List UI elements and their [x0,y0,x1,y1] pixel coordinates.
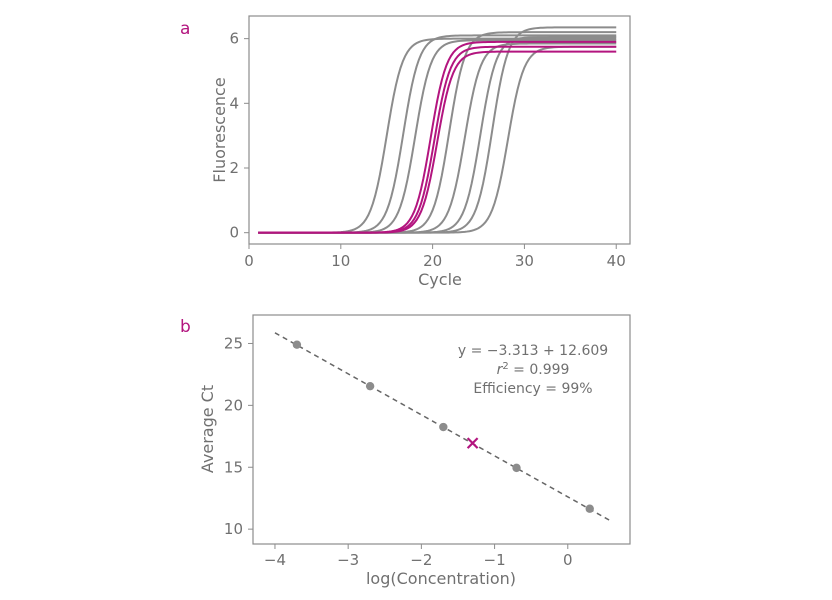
panel-a-y-axis-label: Fluorescence [210,77,229,182]
panel-a-y-tick-label-1: 2 [229,159,239,177]
panel-a-x-tick-label-0: 0 [244,252,254,270]
panel-b-x-tick-label-1: −3 [337,551,359,569]
panel-a-y-ticks: 0 2 4 6 [229,30,249,242]
panel-a-letter: a [180,19,190,39]
panel-a-y-tick-label-0: 0 [229,224,239,242]
panel-a-x-ticks: 0 10 20 30 40 [244,244,626,270]
panel-b-y-tick-label-0: 10 [224,520,243,538]
panel-b-annotation-efficiency: Efficiency = 99% [473,381,592,397]
panel-b-frame [252,314,631,545]
panel-b-y-tick-label-1: 15 [224,458,243,476]
panel-b-points [292,340,594,513]
panel-a-x-axis-label: Cycle [418,270,462,289]
panel-a-frame [248,15,631,245]
panel-b-letter: b [180,317,191,337]
panel-b-x-tick-label-4: 0 [563,551,573,569]
standard-point-4 [512,463,521,473]
amplification-curve-10 [258,26,617,234]
panel-b-x-tick-label-3: −1 [484,551,506,569]
panel-a: a 0 10 20 30 40 0 2 4 6 Cycle Fluorescence [180,15,631,289]
standard-point-5 [585,504,594,513]
panel-b: b −4 −3 −2 −1 0 10 15 20 25 y = −3.313 + 12.609… [180,314,631,588]
amplification-curve-6 [258,50,617,234]
standard-point-2 [365,381,375,391]
panel-b-x-tick-label-0: −4 [264,551,286,569]
unknown-sample-x-mark [466,437,479,449]
panel-b-y-axis-label: Average Ct [198,385,217,473]
standard-point-3 [439,422,448,432]
amplification-curve-1 [258,37,617,234]
panel-b-unknown-marker [466,437,479,449]
panel-b-y-tick-label-3: 25 [224,334,243,352]
panel-a-curves [258,26,617,234]
panel-b-y-ticks: 10 15 20 25 [224,334,253,538]
panel-a-x-tick-label-4: 40 [607,252,626,270]
amplification-curve-9 [258,36,617,234]
panel-b-annotation-equation: y = −3.313 + 12.609 [458,343,608,359]
panel-a-x-tick-label-2: 20 [423,252,442,270]
amplification-curve-7 [258,31,617,234]
panel-a-y-tick-label-2: 4 [229,94,239,112]
panel-b-annotation-r2: r2 = 0.999 [497,361,570,378]
panel-b-x-tick-label-2: −2 [410,551,432,569]
panel-a-y-tick-label-3: 6 [229,30,239,48]
panel-b-x-ticks: −4 −3 −2 −1 0 [264,544,573,569]
panel-b-y-tick-label-2: 20 [224,396,243,414]
standard-point-1 [292,340,302,349]
amplification-curve-2 [258,34,617,234]
panel-b-x-axis-label: log(Concentration) [366,569,516,588]
panel-a-x-tick-label-1: 10 [331,252,350,270]
panel-a-x-tick-label-3: 30 [515,252,534,270]
